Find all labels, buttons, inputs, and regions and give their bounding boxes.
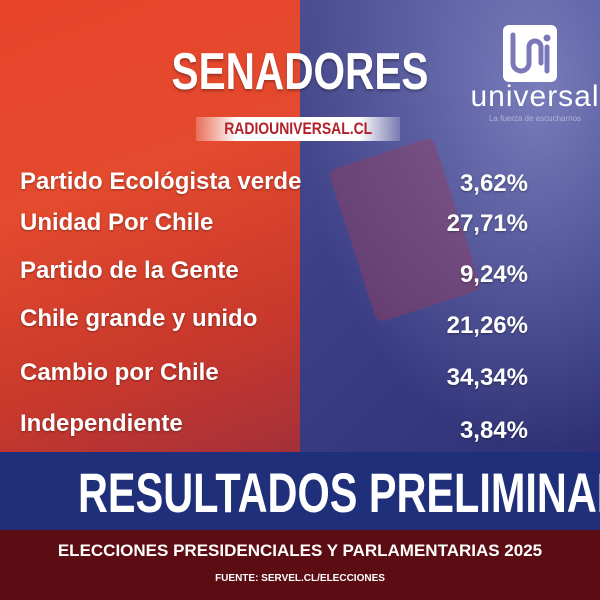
universal-logo-icon xyxy=(503,25,557,82)
footer-background xyxy=(0,530,600,600)
website-label: RADIOUNIVERSAL.CL xyxy=(196,117,400,141)
party-name: Partido Ecológista verde xyxy=(20,168,302,195)
party-name: Cambio por Chile xyxy=(20,359,219,386)
party-name: Independiente xyxy=(20,410,183,437)
party-percent: 34,34% xyxy=(446,364,528,391)
party-name: Unidad Por Chile xyxy=(20,209,214,236)
source-label: FUENTE: SERVEL.CL/ELECCIONES xyxy=(215,573,385,584)
results-banner: RESULTADOS PRELIMINARES xyxy=(78,461,600,524)
election-subtitle: ELECCIONES PRESIDENCIALES Y PARLAMENTARI… xyxy=(57,541,543,560)
banner-background xyxy=(0,452,600,530)
party-percent: 3,84% xyxy=(459,417,528,444)
red-background xyxy=(0,0,300,452)
website-text: RADIOUNIVERSAL.CL xyxy=(224,119,372,138)
party-percent: 9,24% xyxy=(459,261,528,288)
party-percent: 21,26% xyxy=(446,312,528,339)
party-name: Chile grande y unido xyxy=(20,305,258,332)
logo-tagline: La fuerza de escucharnos xyxy=(488,114,582,123)
party-percent: 27,71% xyxy=(446,210,528,237)
party-percent: 3,62% xyxy=(459,170,528,197)
party-name: Partido de la Gente xyxy=(20,257,239,284)
page-title: SENADORES xyxy=(171,43,429,101)
logo-wordmark: universal xyxy=(470,80,600,113)
